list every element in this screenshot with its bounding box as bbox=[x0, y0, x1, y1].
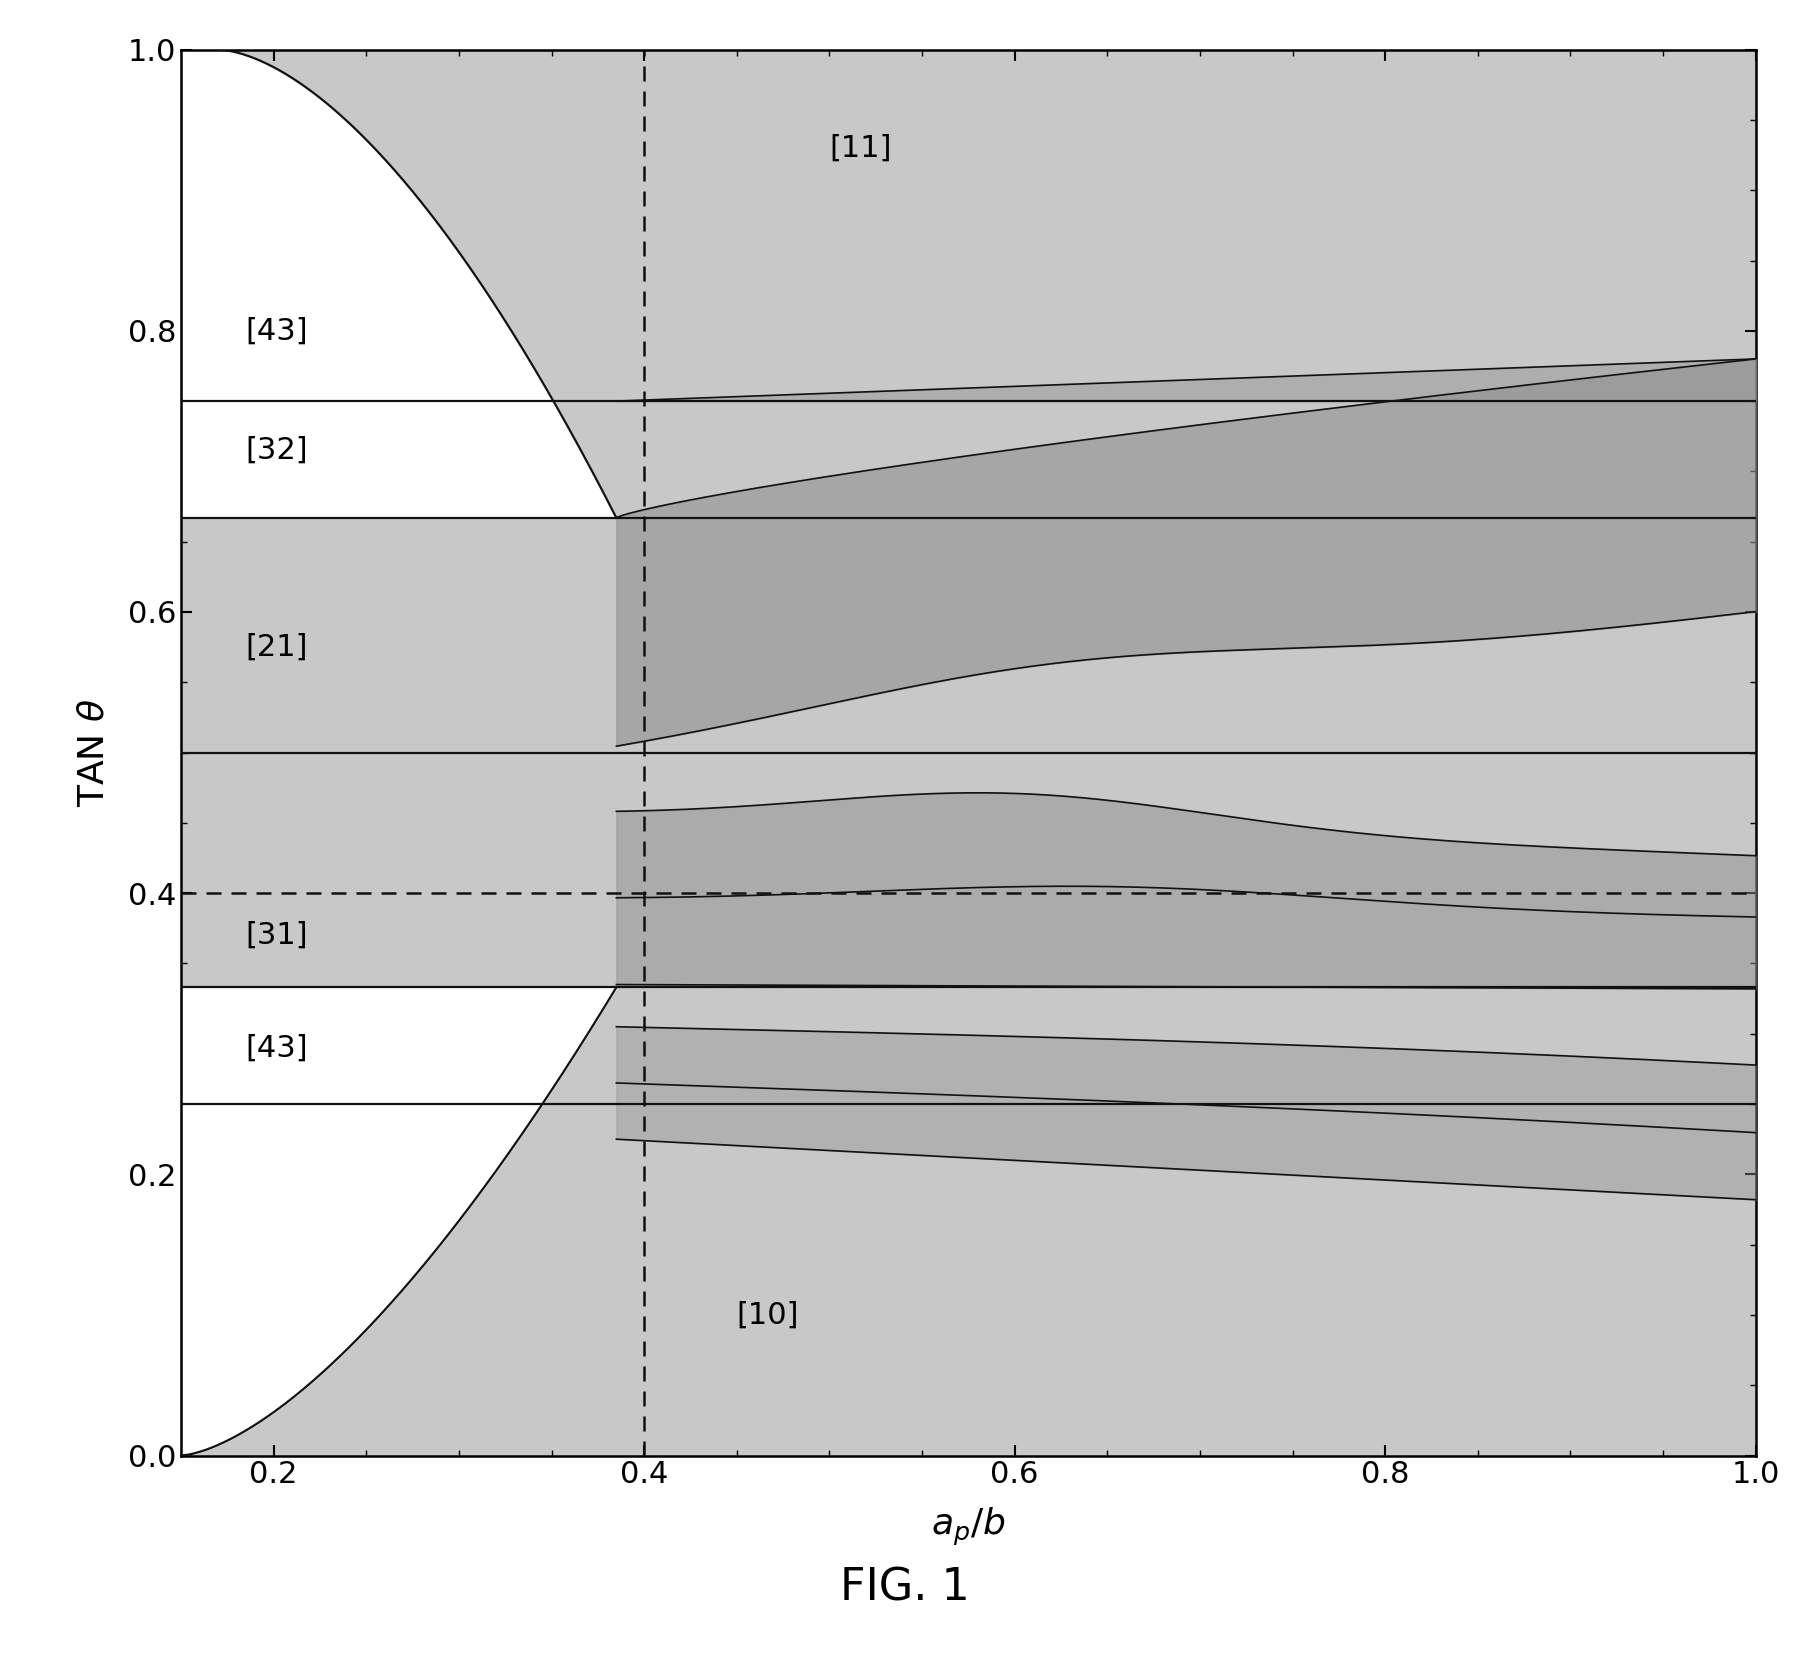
Text: [21]: [21] bbox=[246, 632, 308, 662]
Y-axis label: TAN $\theta$: TAN $\theta$ bbox=[78, 698, 110, 807]
Text: [31]: [31] bbox=[246, 921, 308, 949]
Text: [32]: [32] bbox=[246, 435, 308, 465]
X-axis label: $a_p/b$: $a_p/b$ bbox=[930, 1507, 1006, 1548]
Text: [11]: [11] bbox=[829, 134, 892, 162]
Text: [43]: [43] bbox=[246, 1034, 308, 1062]
Text: [10]: [10] bbox=[737, 1300, 800, 1330]
Text: FIG. 1: FIG. 1 bbox=[840, 1566, 970, 1609]
Text: [43]: [43] bbox=[246, 316, 308, 346]
